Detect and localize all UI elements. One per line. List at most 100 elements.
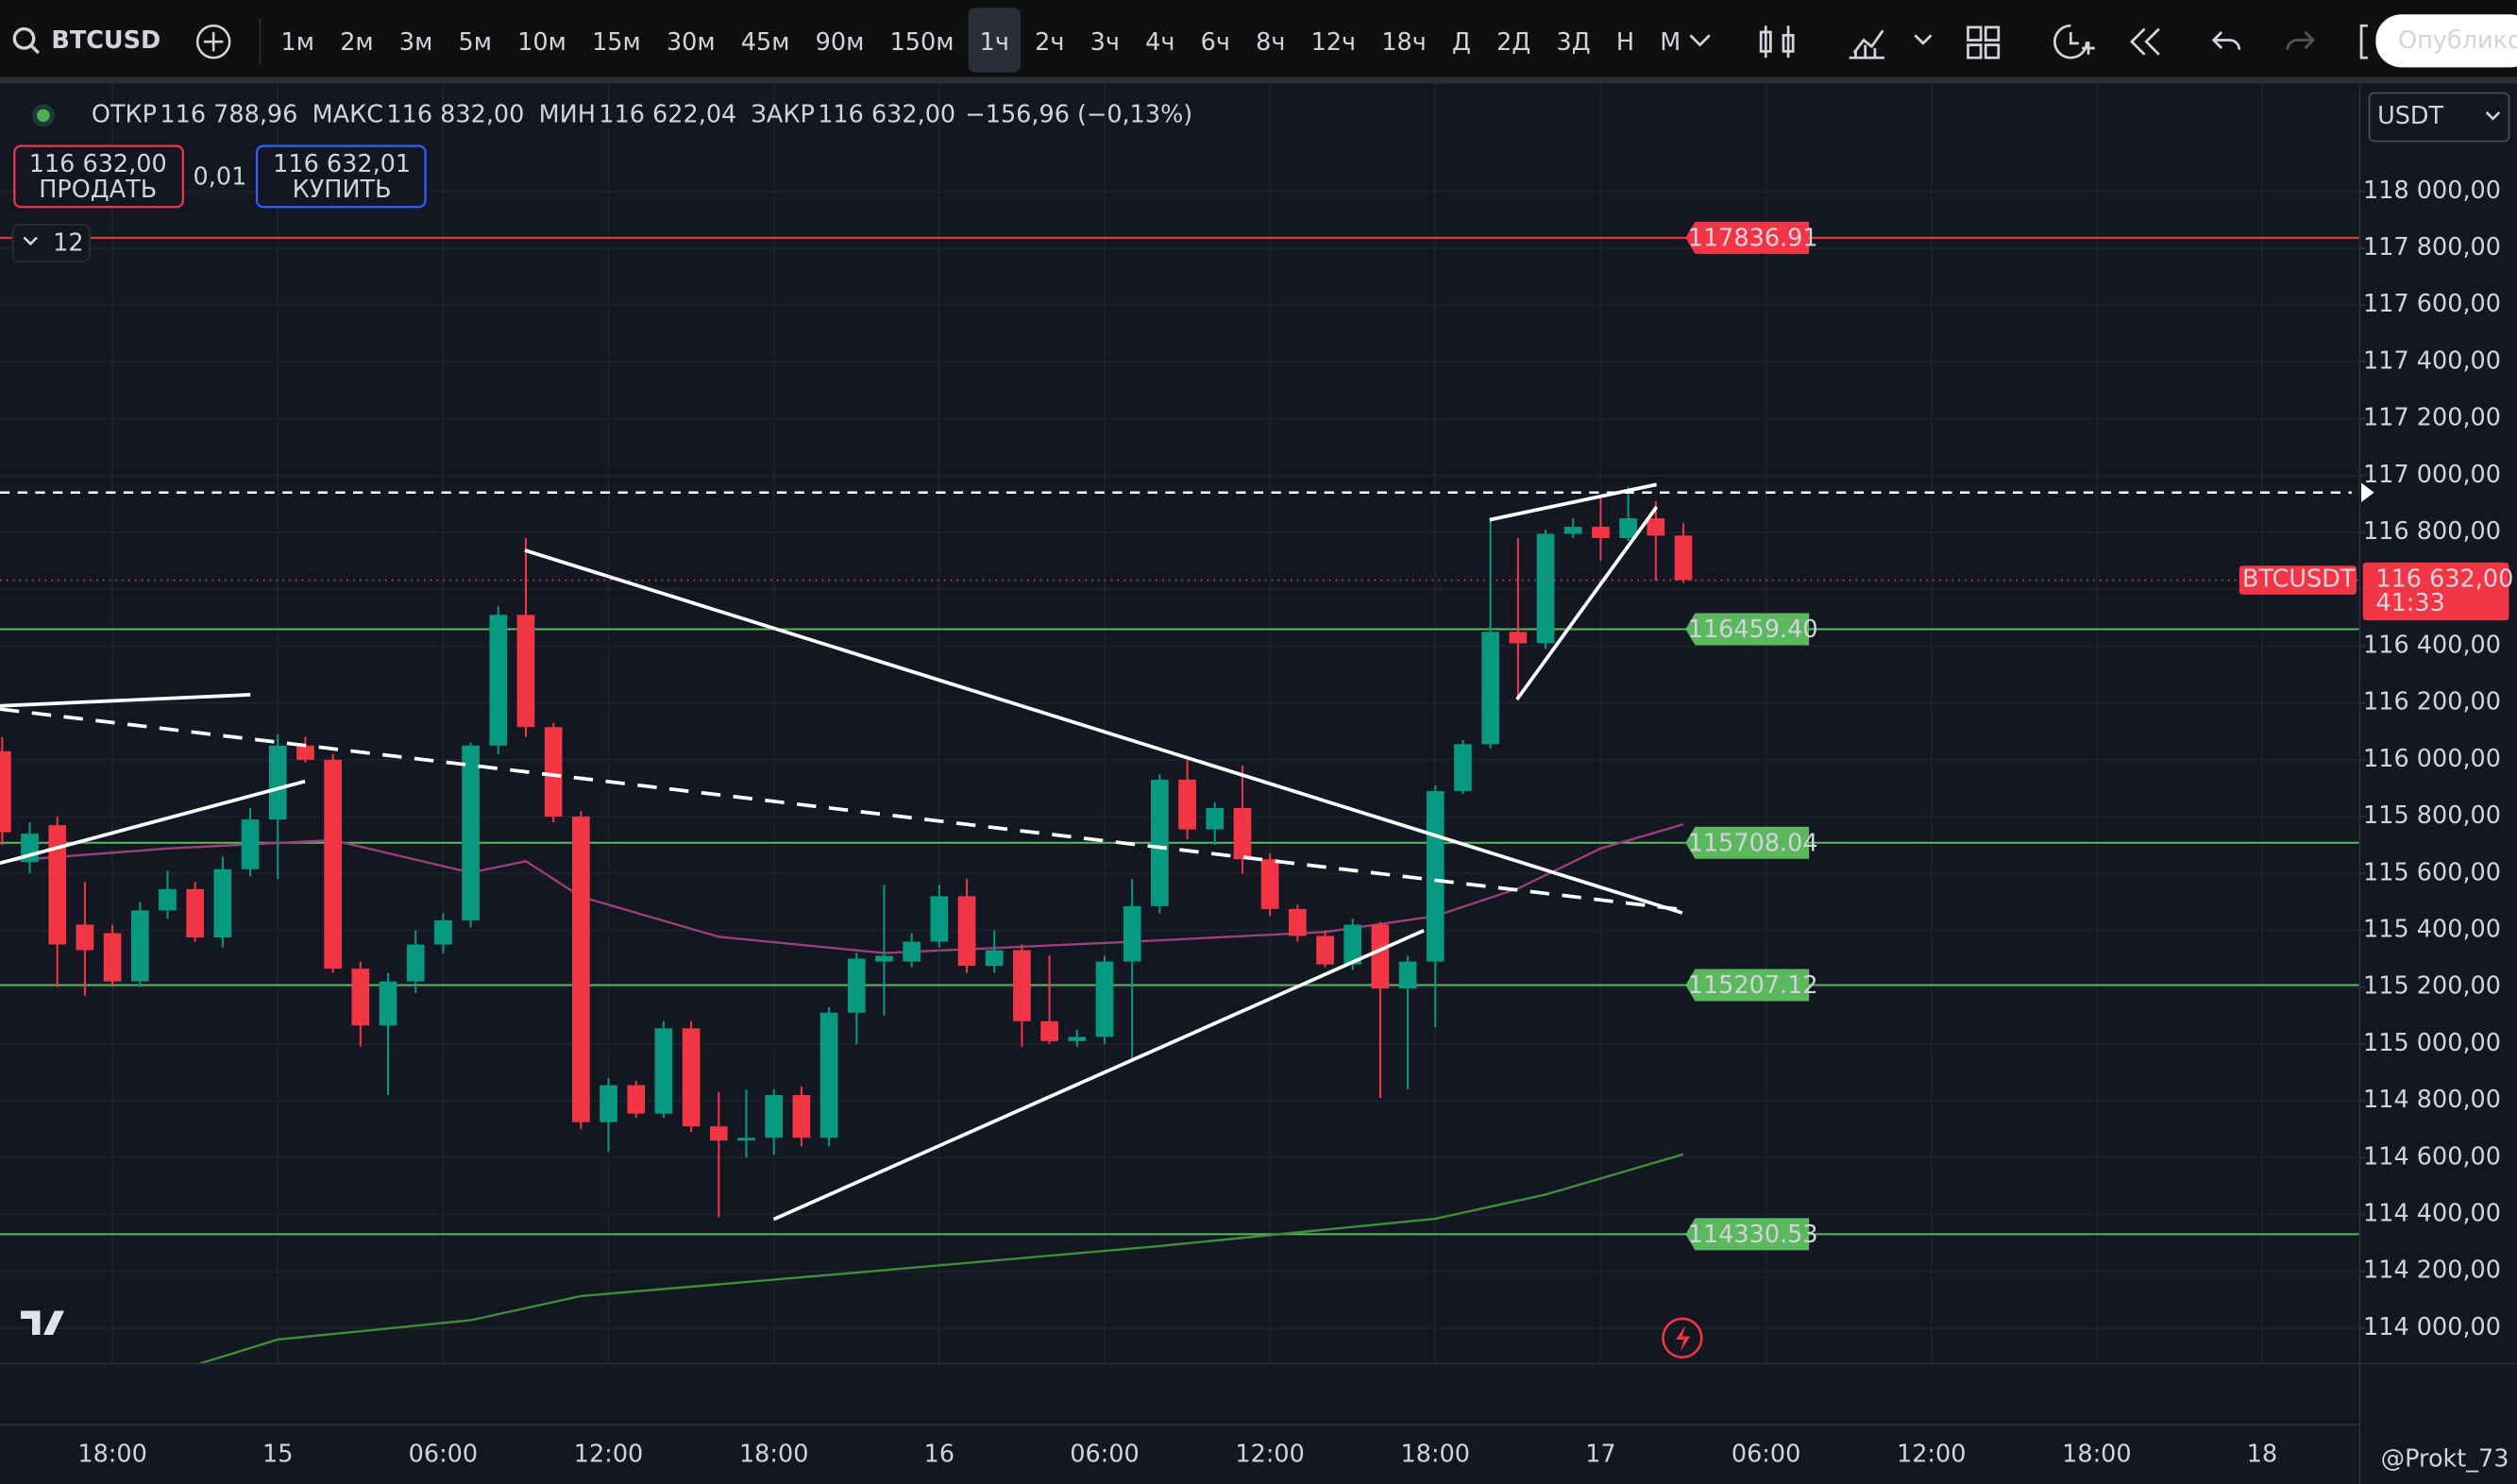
sell-price[interactable]: 116 632,00 bbox=[29, 150, 167, 178]
indicators-count[interactable]: 12 bbox=[53, 228, 83, 257]
candle-body bbox=[765, 1095, 784, 1138]
candle-body bbox=[627, 1085, 646, 1114]
interval[interactable]: 12ч bbox=[1311, 28, 1357, 57]
buy-label[interactable]: КУПИТЬ bbox=[293, 176, 392, 204]
interval[interactable]: 3Д bbox=[1557, 28, 1591, 57]
interval[interactable]: 4ч bbox=[1145, 28, 1174, 57]
currency[interactable]: USDT bbox=[2377, 102, 2443, 130]
sell-button[interactable] bbox=[13, 144, 184, 209]
search-icon[interactable] bbox=[12, 26, 36, 50]
alert-icon[interactable] bbox=[2052, 24, 2095, 59]
interval[interactable]: 8ч bbox=[1256, 28, 1285, 57]
legend-label: МИН bbox=[539, 100, 596, 128]
interval[interactable]: Д bbox=[1452, 28, 1471, 57]
candle-body bbox=[1151, 779, 1169, 906]
candle-body bbox=[489, 615, 508, 746]
x-tick-label: 06:00 bbox=[1731, 1440, 1800, 1468]
candle-body bbox=[1068, 1037, 1087, 1041]
legend-value: 116 832,00 bbox=[386, 100, 524, 128]
interval[interactable]: 90м bbox=[816, 28, 865, 57]
publish-button[interactable] bbox=[2375, 14, 2517, 68]
interval[interactable]: 10м bbox=[517, 28, 566, 57]
interval[interactable]: 3м bbox=[399, 28, 432, 57]
redo-icon[interactable] bbox=[2286, 31, 2315, 50]
interval[interactable]: 2м bbox=[340, 28, 373, 57]
layout-icon[interactable] bbox=[1967, 25, 2001, 59]
buy-button[interactable] bbox=[255, 144, 427, 209]
interval[interactable]: 6ч bbox=[1201, 28, 1230, 57]
y-tick-label: 114 200,00 bbox=[2363, 1256, 2501, 1285]
candle-body bbox=[351, 969, 370, 1026]
candle-body bbox=[847, 958, 866, 1013]
replay-icon[interactable] bbox=[2130, 27, 2160, 56]
interval[interactable]: 3ч bbox=[1090, 28, 1120, 57]
indicators-icon[interactable] bbox=[1849, 29, 1885, 59]
interval[interactable]: 30м bbox=[667, 28, 716, 57]
ohlc-legend: ОТКР 116 788,96 МАКС 116 832,00 МИН 116 622,0… bbox=[92, 100, 1192, 128]
interval[interactable]: 150м bbox=[890, 28, 954, 57]
currency-select[interactable] bbox=[2368, 92, 2510, 143]
chevron[interactable] bbox=[1914, 34, 1933, 45]
quantity[interactable]: 0,01 bbox=[194, 163, 247, 192]
level-tag bbox=[1685, 826, 1810, 859]
candle-body bbox=[1288, 908, 1307, 936]
candle-body bbox=[682, 1028, 701, 1127]
trend-line bbox=[0, 707, 1683, 912]
x-tick-label: 18:00 bbox=[739, 1440, 808, 1468]
candle-body bbox=[819, 1012, 838, 1138]
candle-body bbox=[1343, 924, 1362, 965]
drawings bbox=[0, 482, 2352, 1222]
legend-change: −156,96 (−0,13%) bbox=[965, 100, 1192, 128]
interval[interactable]: 1м bbox=[281, 28, 314, 57]
level-tag bbox=[1685, 1218, 1810, 1251]
candle-body bbox=[1123, 905, 1141, 962]
add-symbol[interactable] bbox=[195, 24, 231, 59]
candles-icon[interactable] bbox=[1759, 25, 1795, 59]
indicators-toggle[interactable] bbox=[11, 224, 92, 262]
x-tick-label: 18 bbox=[2247, 1440, 2277, 1468]
publish-label[interactable]: Опублико bbox=[2398, 26, 2517, 55]
y-tick-label: 116 000,00 bbox=[2363, 745, 2501, 773]
y-tick-label: 117 000,00 bbox=[2363, 461, 2501, 489]
interval[interactable]: 2ч bbox=[1035, 28, 1064, 57]
moving-average bbox=[2, 823, 1684, 954]
candle-body bbox=[654, 1028, 673, 1114]
symbol[interactable]: BTCUSD bbox=[51, 26, 160, 55]
interval[interactable]: 1ч bbox=[980, 28, 1009, 57]
buy-price[interactable]: 116 632,01 bbox=[273, 150, 411, 178]
x-tick-label: 16 bbox=[924, 1440, 954, 1468]
candle-body bbox=[957, 896, 976, 967]
sell-label[interactable]: ПРОДАТЬ bbox=[39, 176, 157, 204]
interval[interactable]: М bbox=[1660, 28, 1681, 57]
level-label: 117836.91 bbox=[1688, 225, 1818, 253]
x-tick-label: 12:00 bbox=[1235, 1440, 1304, 1468]
interval[interactable]: Н bbox=[1616, 28, 1634, 57]
candle-body bbox=[130, 910, 149, 982]
candle-body bbox=[379, 981, 397, 1026]
x-tick-label: 06:00 bbox=[1070, 1440, 1139, 1468]
x-tick-label: 18:00 bbox=[1401, 1440, 1470, 1468]
candle-body bbox=[434, 919, 452, 945]
interval[interactable]: 18ч bbox=[1381, 28, 1427, 57]
legend-value: 116 788,96 bbox=[160, 100, 297, 128]
undo-icon[interactable] bbox=[2211, 31, 2241, 50]
level-label: 115708.04 bbox=[1688, 829, 1818, 857]
candle-body bbox=[792, 1095, 811, 1138]
trend-line bbox=[524, 548, 1683, 915]
legend-label: ОТКР bbox=[92, 100, 157, 128]
news-icon[interactable] bbox=[1662, 1317, 1703, 1359]
chevron[interactable] bbox=[1689, 34, 1711, 47]
interval[interactable]: 15м bbox=[592, 28, 641, 57]
x-tick-label: 17 bbox=[1585, 1440, 1615, 1468]
symbol-tag bbox=[2238, 565, 2357, 595]
candle-body bbox=[600, 1085, 617, 1122]
x-tick-label: 06:00 bbox=[409, 1440, 478, 1468]
fullscreen-icon[interactable] bbox=[2359, 24, 2368, 59]
y-tick-label: 115 000,00 bbox=[2363, 1029, 2501, 1057]
interval[interactable]: 45м bbox=[741, 28, 790, 57]
interval[interactable]: 2Д bbox=[1496, 28, 1530, 57]
candle-body bbox=[516, 615, 535, 728]
toolbar-icons bbox=[1689, 24, 2368, 59]
interval[interactable]: 5м bbox=[459, 28, 492, 57]
